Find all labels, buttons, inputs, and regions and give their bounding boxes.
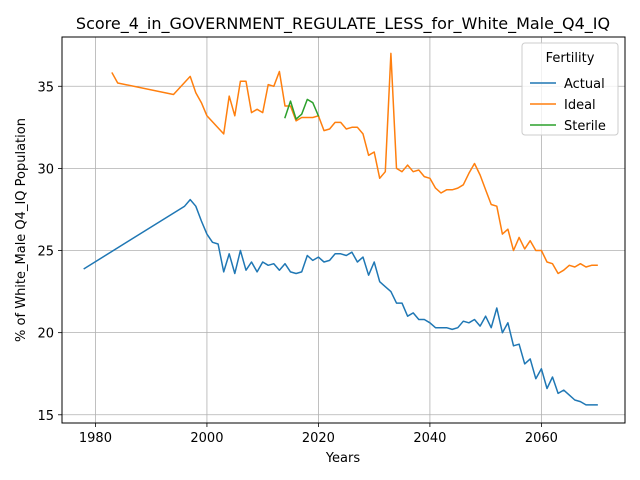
legend-label-actual: Actual: [564, 77, 605, 92]
x-tick-label: 2020: [302, 431, 335, 446]
x-tick-label: 1980: [79, 431, 112, 446]
y-axis-ticks: 15 20 25 30 35: [37, 80, 62, 424]
series-group: [83, 52, 598, 406]
x-tick-label: 2000: [190, 431, 223, 446]
x-tick-label: 2040: [413, 431, 446, 446]
legend-title: Fertility: [546, 51, 595, 66]
series-line-actual: [83, 198, 598, 406]
y-tick-label: 15: [37, 409, 54, 424]
legend-label-sterile: Sterile: [564, 119, 606, 134]
legend-box: [521, 42, 619, 136]
series-line-sterile: [284, 98, 320, 120]
x-axis-label: Years: [325, 451, 361, 466]
x-axis-ticks: 1980 2000 2020 2040 2060: [79, 423, 558, 446]
chart-title: Score_4_in_GOVERNMENT_REGULATE_LESS_for_…: [76, 14, 610, 34]
y-tick-label: 35: [37, 80, 54, 95]
y-tick-label: 20: [37, 327, 54, 342]
y-tick-label: 25: [37, 245, 54, 260]
y-tick-label: 30: [37, 162, 54, 177]
legend-label-ideal: Ideal: [564, 98, 596, 113]
x-tick-label: 2060: [525, 431, 558, 446]
legend: Fertility Actual Ideal Sterile: [521, 42, 619, 136]
series-line-ideal: [111, 52, 598, 275]
plot-frame: [61, 36, 626, 424]
y-axis-label: % of White_Male Q4_IQ Population: [14, 118, 29, 342]
